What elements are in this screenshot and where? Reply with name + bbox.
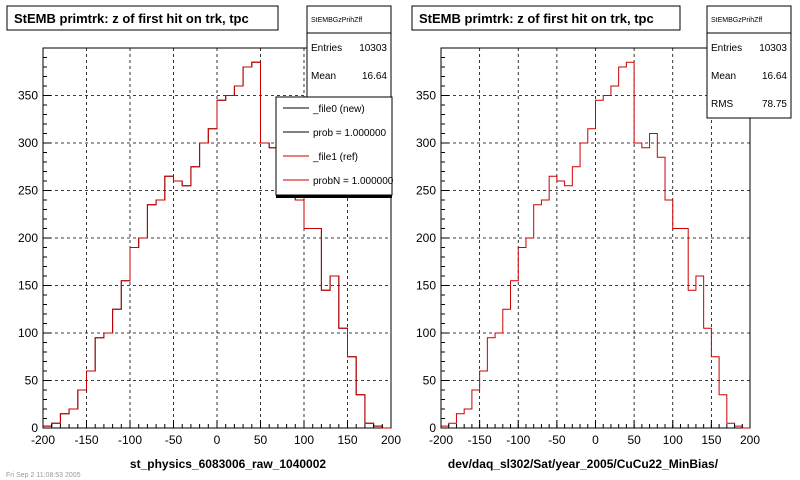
- right-stats-name: StEMBGzPrihZff: [711, 17, 762, 24]
- left-legend-box: [275, 96, 393, 196]
- histogram-series-1: [42, 61, 391, 429]
- right-stats-rms-value: 78.75: [762, 99, 787, 110]
- left-x-axis-label: st_physics_6083006_raw_1040002: [130, 457, 326, 471]
- x-tick-label: 0: [214, 433, 221, 447]
- x-tick-label: 100: [663, 433, 683, 447]
- left-stats-entries-label: Entries: [311, 43, 342, 54]
- left-x-tick-labels: -200 -150 -100 -50 0 50 100 150 200: [31, 420, 401, 447]
- right-stats-entries-label: Entries: [711, 43, 742, 54]
- right-stats-mean-label: Mean: [711, 71, 736, 82]
- right-chart-title: StEMB primtrk: z of first hit on trk, tp…: [419, 11, 654, 26]
- histogram-series-0: [440, 61, 750, 429]
- left-stats-entries-value: 10303: [359, 43, 387, 54]
- x-tick-label: -100: [118, 433, 142, 447]
- x-tick-label: 150: [701, 433, 721, 447]
- x-tick-label: 100: [294, 433, 314, 447]
- right-title-box: [411, 5, 681, 31]
- legend-label-file1: _file1 (ref): [312, 152, 358, 163]
- x-tick-label: -50: [165, 433, 183, 447]
- x-tick-label: 50: [254, 433, 268, 447]
- left-plot-lines: [42, 61, 391, 429]
- y-tick-label: 100: [416, 326, 436, 340]
- x-tick-label: -150: [468, 433, 492, 447]
- left-stats-mean-label: Mean: [311, 71, 336, 82]
- x-tick-label: -200: [31, 433, 55, 447]
- y-tick-label: 300: [416, 136, 436, 150]
- right-stats-entries-value: 10303: [759, 43, 787, 54]
- y-tick-label: 150: [416, 279, 436, 293]
- x-tick-label: 200: [740, 433, 760, 447]
- right-stats-rms-label: RMS: [711, 99, 734, 110]
- y-tick-label: 350: [416, 89, 436, 103]
- left-stats-name: StEMBGzPrihZff: [311, 17, 362, 24]
- left-chart-title: StEMB primtrk: z of first hit on trk, tp…: [14, 11, 249, 26]
- x-tick-label: 0: [592, 433, 599, 447]
- y-tick-label: 200: [416, 231, 436, 245]
- y-tick-label: 0: [429, 421, 436, 435]
- x-tick-label: 50: [627, 433, 641, 447]
- legend-label-file0: _file0 (new): [312, 104, 365, 115]
- right-stats-box: [706, 5, 792, 119]
- right-stats-mean-value: 16.64: [762, 71, 787, 82]
- left-histogram-panel: 0 50 100 150 200 250 300 350 -200 -150 -100 -50 0 50…: [6, 5, 401, 471]
- legend-label-probN: probN = 1.000000: [313, 176, 394, 187]
- left-title-box: [6, 5, 279, 31]
- x-tick-label: 150: [337, 433, 357, 447]
- right-x-axis-label: dev/daq_sl302/Sat/year_2005/CuCu22_MinBi…: [448, 457, 719, 471]
- y-tick-label: 350: [18, 89, 38, 103]
- right-plot-lines: [440, 61, 750, 429]
- y-tick-label: 150: [18, 279, 38, 293]
- x-tick-label: 200: [381, 433, 401, 447]
- x-tick-label: -50: [548, 433, 566, 447]
- left-legend-shadow: [276, 195, 392, 198]
- y-tick-label: 250: [18, 184, 38, 198]
- left-y-tick-labels: 0 50 100 150 200 250 300 350: [18, 47, 51, 435]
- right-x-tick-labels: -200 -150 -100 -50 0 50 100 150 200: [429, 420, 760, 447]
- y-tick-label: 100: [18, 326, 38, 340]
- y-tick-label: 50: [25, 374, 39, 388]
- footer-timestamp: Fri Sep 2 11:08:53 2005: [6, 472, 81, 479]
- y-tick-label: 250: [416, 184, 436, 198]
- x-tick-label: -150: [74, 433, 98, 447]
- right-histogram-panel: 0 50 100 150 200 250 300 350 -200 -150 -100 -50 0 50…: [411, 5, 792, 471]
- left-stats-mean-value: 16.64: [362, 71, 387, 82]
- legend-label-prob: prob = 1.000000: [313, 128, 387, 139]
- right-y-tick-labels: 0 50 100 150 200 250 300 350: [416, 47, 449, 435]
- y-tick-label: 0: [31, 421, 38, 435]
- x-tick-label: -200: [429, 433, 453, 447]
- y-tick-label: 200: [18, 231, 38, 245]
- x-tick-label: -100: [506, 433, 530, 447]
- y-tick-label: 300: [18, 136, 38, 150]
- y-tick-label: 50: [423, 374, 437, 388]
